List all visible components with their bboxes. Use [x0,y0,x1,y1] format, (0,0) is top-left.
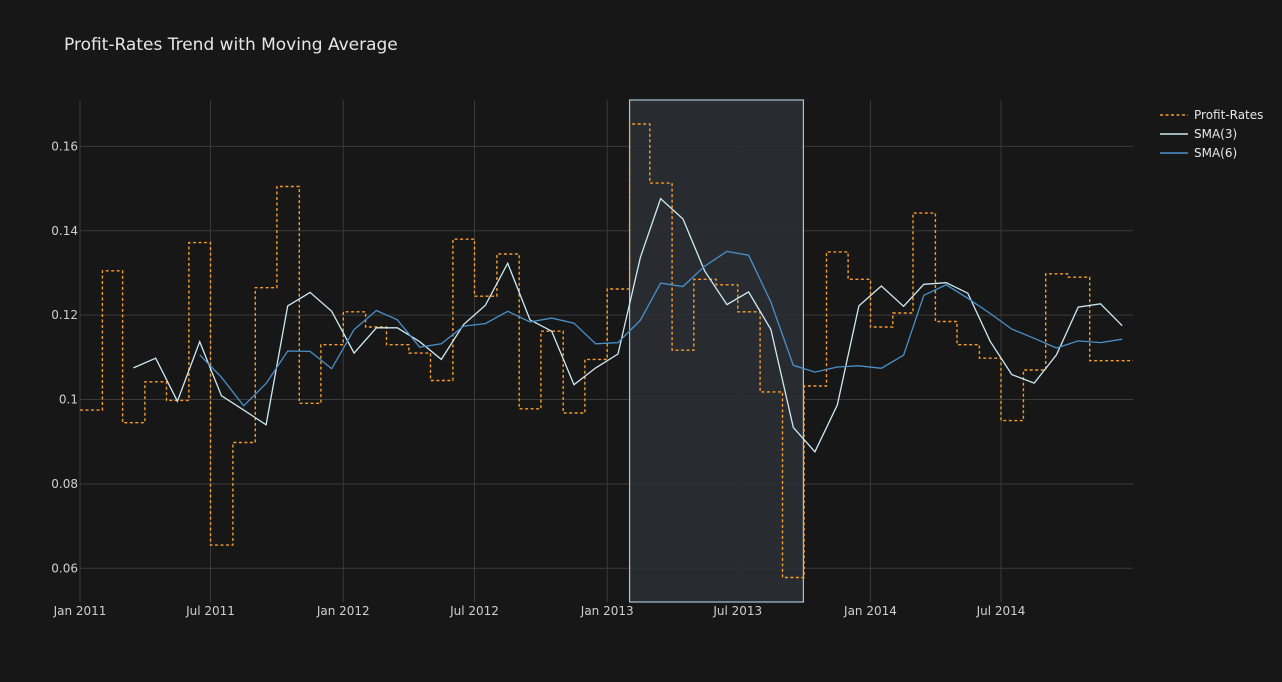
x-tick-label: Jul 2011 [185,604,235,618]
legend-label: Profit-Rates [1194,108,1263,122]
x-tick-label: Jul 2012 [449,604,499,618]
series-line-sma3 [133,197,1123,453]
y-tick-label: 0.08 [51,477,78,491]
highlight-rect [628,99,804,603]
series-layer [80,123,1133,579]
x-tick-label: Jan 2012 [316,604,370,618]
x-axis-ticks: Jan 2011 Jul 2011 Jan 2012 Jul 2012 Jan 2013… [53,604,1026,618]
highlight-region [628,99,804,603]
y-tick-label: 0.06 [51,561,78,575]
series-line-sma6 [199,250,1123,407]
x-tick-label: Jan 2014 [843,604,897,618]
y-tick-label: 0.16 [51,139,78,153]
y-tick-label: 0.14 [51,224,78,238]
y-tick-label: 0.1 [59,393,78,407]
chart-title: Profit-Rates Trend with Moving Average [64,35,398,55]
y-tick-label: 0.12 [51,308,78,322]
legend-label: SMA(6) [1194,146,1237,160]
legend: Profit-Rates SMA(3) SMA(6) [1160,108,1263,160]
legend-label: SMA(3) [1194,127,1237,141]
x-tick-label: Jan 2013 [580,604,634,618]
x-tick-label: Jul 2013 [712,604,762,618]
gridlines [79,100,1133,602]
x-tick-label: Jul 2014 [976,604,1026,618]
x-tick-label: Jan 2011 [53,604,107,618]
y-axis-ticks: 0.06 0.08 0.1 0.12 0.14 0.16 [51,139,78,575]
